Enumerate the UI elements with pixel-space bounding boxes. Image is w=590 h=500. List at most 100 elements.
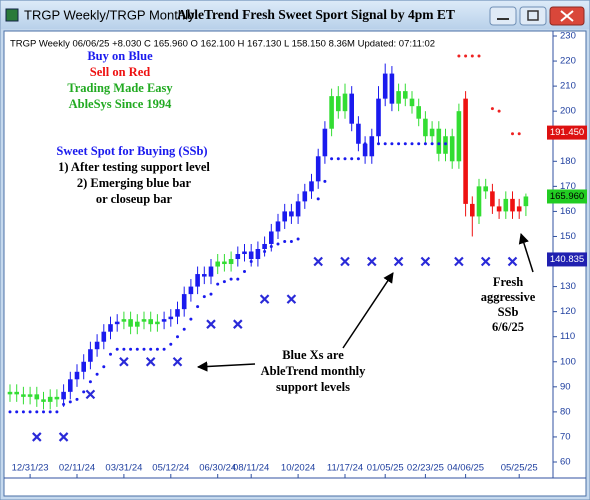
candle-body (376, 98, 381, 137)
legend-text: Trading Made Easy (67, 81, 173, 95)
candle-body (114, 321, 120, 325)
x-tick-label: 11/17/24 (327, 463, 363, 474)
candle-body (155, 321, 160, 325)
stop-dot (8, 410, 12, 414)
y-tick-label: 170 (560, 181, 576, 192)
candle-body (41, 399, 46, 402)
candle-body (228, 259, 234, 265)
x-tick-label: 03/31/24 (105, 463, 142, 474)
stop-dot (109, 352, 112, 356)
y-tick-label: 130 (560, 281, 576, 292)
support-x (119, 356, 129, 367)
note-arrow (518, 232, 534, 273)
note-text: Fresh (493, 275, 523, 289)
candle-body (202, 274, 207, 277)
candle-body (336, 96, 341, 112)
candle-body (14, 391, 19, 395)
candle-body (74, 371, 80, 380)
candle-body (81, 361, 86, 372)
candle-body (195, 274, 200, 287)
note-text: 6/6/25 (492, 320, 524, 334)
candle-body (409, 98, 415, 107)
candle-body (61, 391, 66, 400)
stop-dot (216, 282, 220, 286)
candle-body (449, 136, 455, 162)
candle-body (476, 186, 482, 217)
candle-body (516, 206, 522, 212)
legend-text: Buy on Blue (87, 49, 153, 63)
stop-dot (189, 317, 193, 321)
stop-dot (68, 400, 72, 404)
candle-body (490, 191, 495, 207)
sell-dot (457, 54, 461, 58)
stop-dot (410, 142, 414, 146)
candle-body (262, 243, 267, 249)
candle-body (248, 251, 254, 260)
stop-dot (269, 244, 273, 248)
candle-body (295, 201, 301, 217)
support-x (145, 356, 156, 367)
x-tick-label: 06/30/24 (199, 463, 236, 474)
y-tick-label: 80 (560, 406, 571, 417)
candle-body (309, 181, 314, 192)
price-label-box (547, 252, 587, 267)
stop-dot (62, 402, 66, 406)
candle-body (436, 128, 442, 154)
stop-dot (423, 142, 427, 146)
candle-body (389, 73, 395, 104)
candle-body (108, 324, 113, 332)
y-tick-label: 70 (560, 431, 571, 442)
x-tick-label: 04/06/25 (447, 463, 484, 474)
stop-dot (155, 347, 159, 351)
support-x (259, 294, 270, 304)
minimize-button[interactable] (489, 6, 517, 26)
ssb-line: 2) Emerging blue bar (77, 176, 192, 190)
sell-dot (477, 54, 481, 58)
stop-dot (249, 260, 253, 264)
x-tick-label: 01/05/25 (367, 463, 404, 474)
support-x (420, 256, 431, 267)
stop-dot (289, 239, 293, 243)
support-x (206, 319, 216, 329)
candle-body (208, 266, 214, 277)
stop-dot (42, 410, 45, 414)
candle-body (369, 136, 375, 157)
stop-dot (276, 242, 280, 246)
app-icon (5, 8, 19, 22)
stop-dot (356, 157, 360, 161)
price-label-box (547, 189, 587, 204)
legend-text: Sell on Red (90, 65, 150, 79)
maximize-icon (527, 10, 539, 21)
y-tick-label: 90 (560, 381, 571, 392)
note-text: AbleTrend monthly (261, 364, 367, 378)
candle-body (94, 341, 100, 350)
candle-body (235, 254, 241, 260)
candle-body (255, 249, 261, 260)
support-x (313, 256, 323, 267)
stop-dot (437, 142, 441, 146)
stop-dot (330, 157, 334, 161)
y-tick-label: 110 (560, 331, 575, 342)
stop-dot (196, 305, 200, 309)
support-x (233, 319, 243, 329)
candle-body (34, 394, 40, 400)
x-tick-label: 05/12/24 (152, 463, 189, 474)
candle-body (21, 394, 26, 397)
y-tick-label: 200 (560, 106, 576, 117)
maximize-button[interactable] (519, 6, 547, 26)
support-x (58, 432, 69, 442)
support-x (340, 256, 350, 267)
stop-dot (122, 347, 126, 351)
stop-dot (343, 157, 347, 161)
candle-body (188, 286, 194, 295)
x-tick-label: 10/2024 (281, 463, 315, 474)
stop-dot (15, 410, 19, 414)
support-x (367, 256, 377, 267)
note-text: SSb (498, 305, 519, 319)
stop-dot (88, 380, 92, 384)
candle-body (302, 191, 308, 202)
candle-body (275, 221, 281, 232)
ssb-title: Sweet Spot for Buying (SSb) (56, 144, 207, 158)
candle-body (54, 396, 60, 400)
